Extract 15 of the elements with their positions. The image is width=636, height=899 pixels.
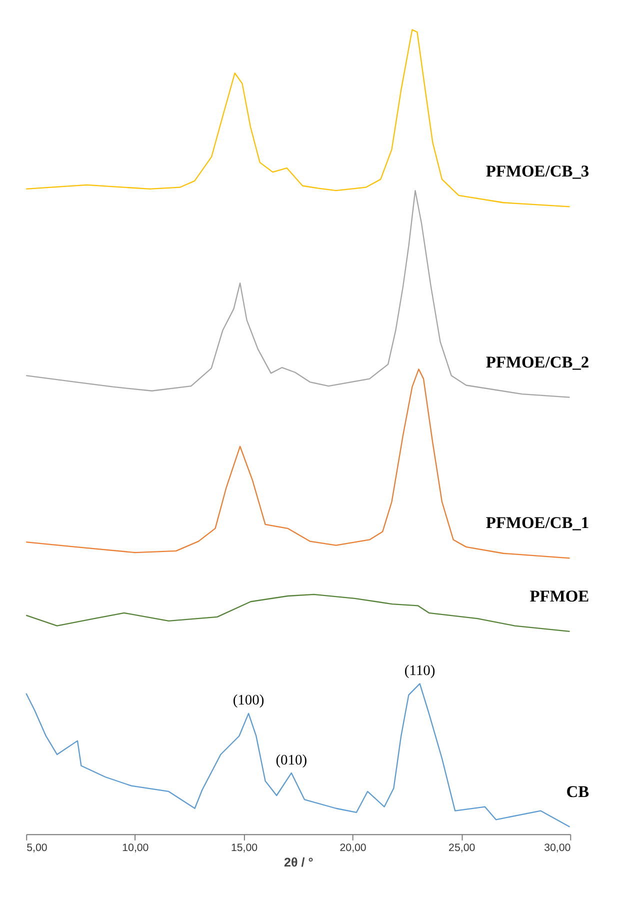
series-label: PFMOE/CB_2 [486,352,590,372]
series-label: PFMOE [530,586,590,606]
x-tick-label: 30,00 [544,842,571,854]
series-label: PFMOE/CB_1 [486,513,590,532]
annotation: (110) [404,662,436,679]
x-tick-label: 25,00 [448,842,476,854]
annotation: (100) [232,692,264,709]
series-label: CB [566,782,590,801]
x-tick-label: 10,00 [122,842,149,854]
x-tick-label: 20,00 [340,842,366,854]
series-label: PFMOE/CB_3 [486,162,590,181]
x-tick-label: 5,00 [26,842,48,854]
annotation: (010) [276,752,308,768]
x-tick-label: 15,00 [230,842,258,854]
x-axis-title: 2θ / ° [284,856,314,870]
